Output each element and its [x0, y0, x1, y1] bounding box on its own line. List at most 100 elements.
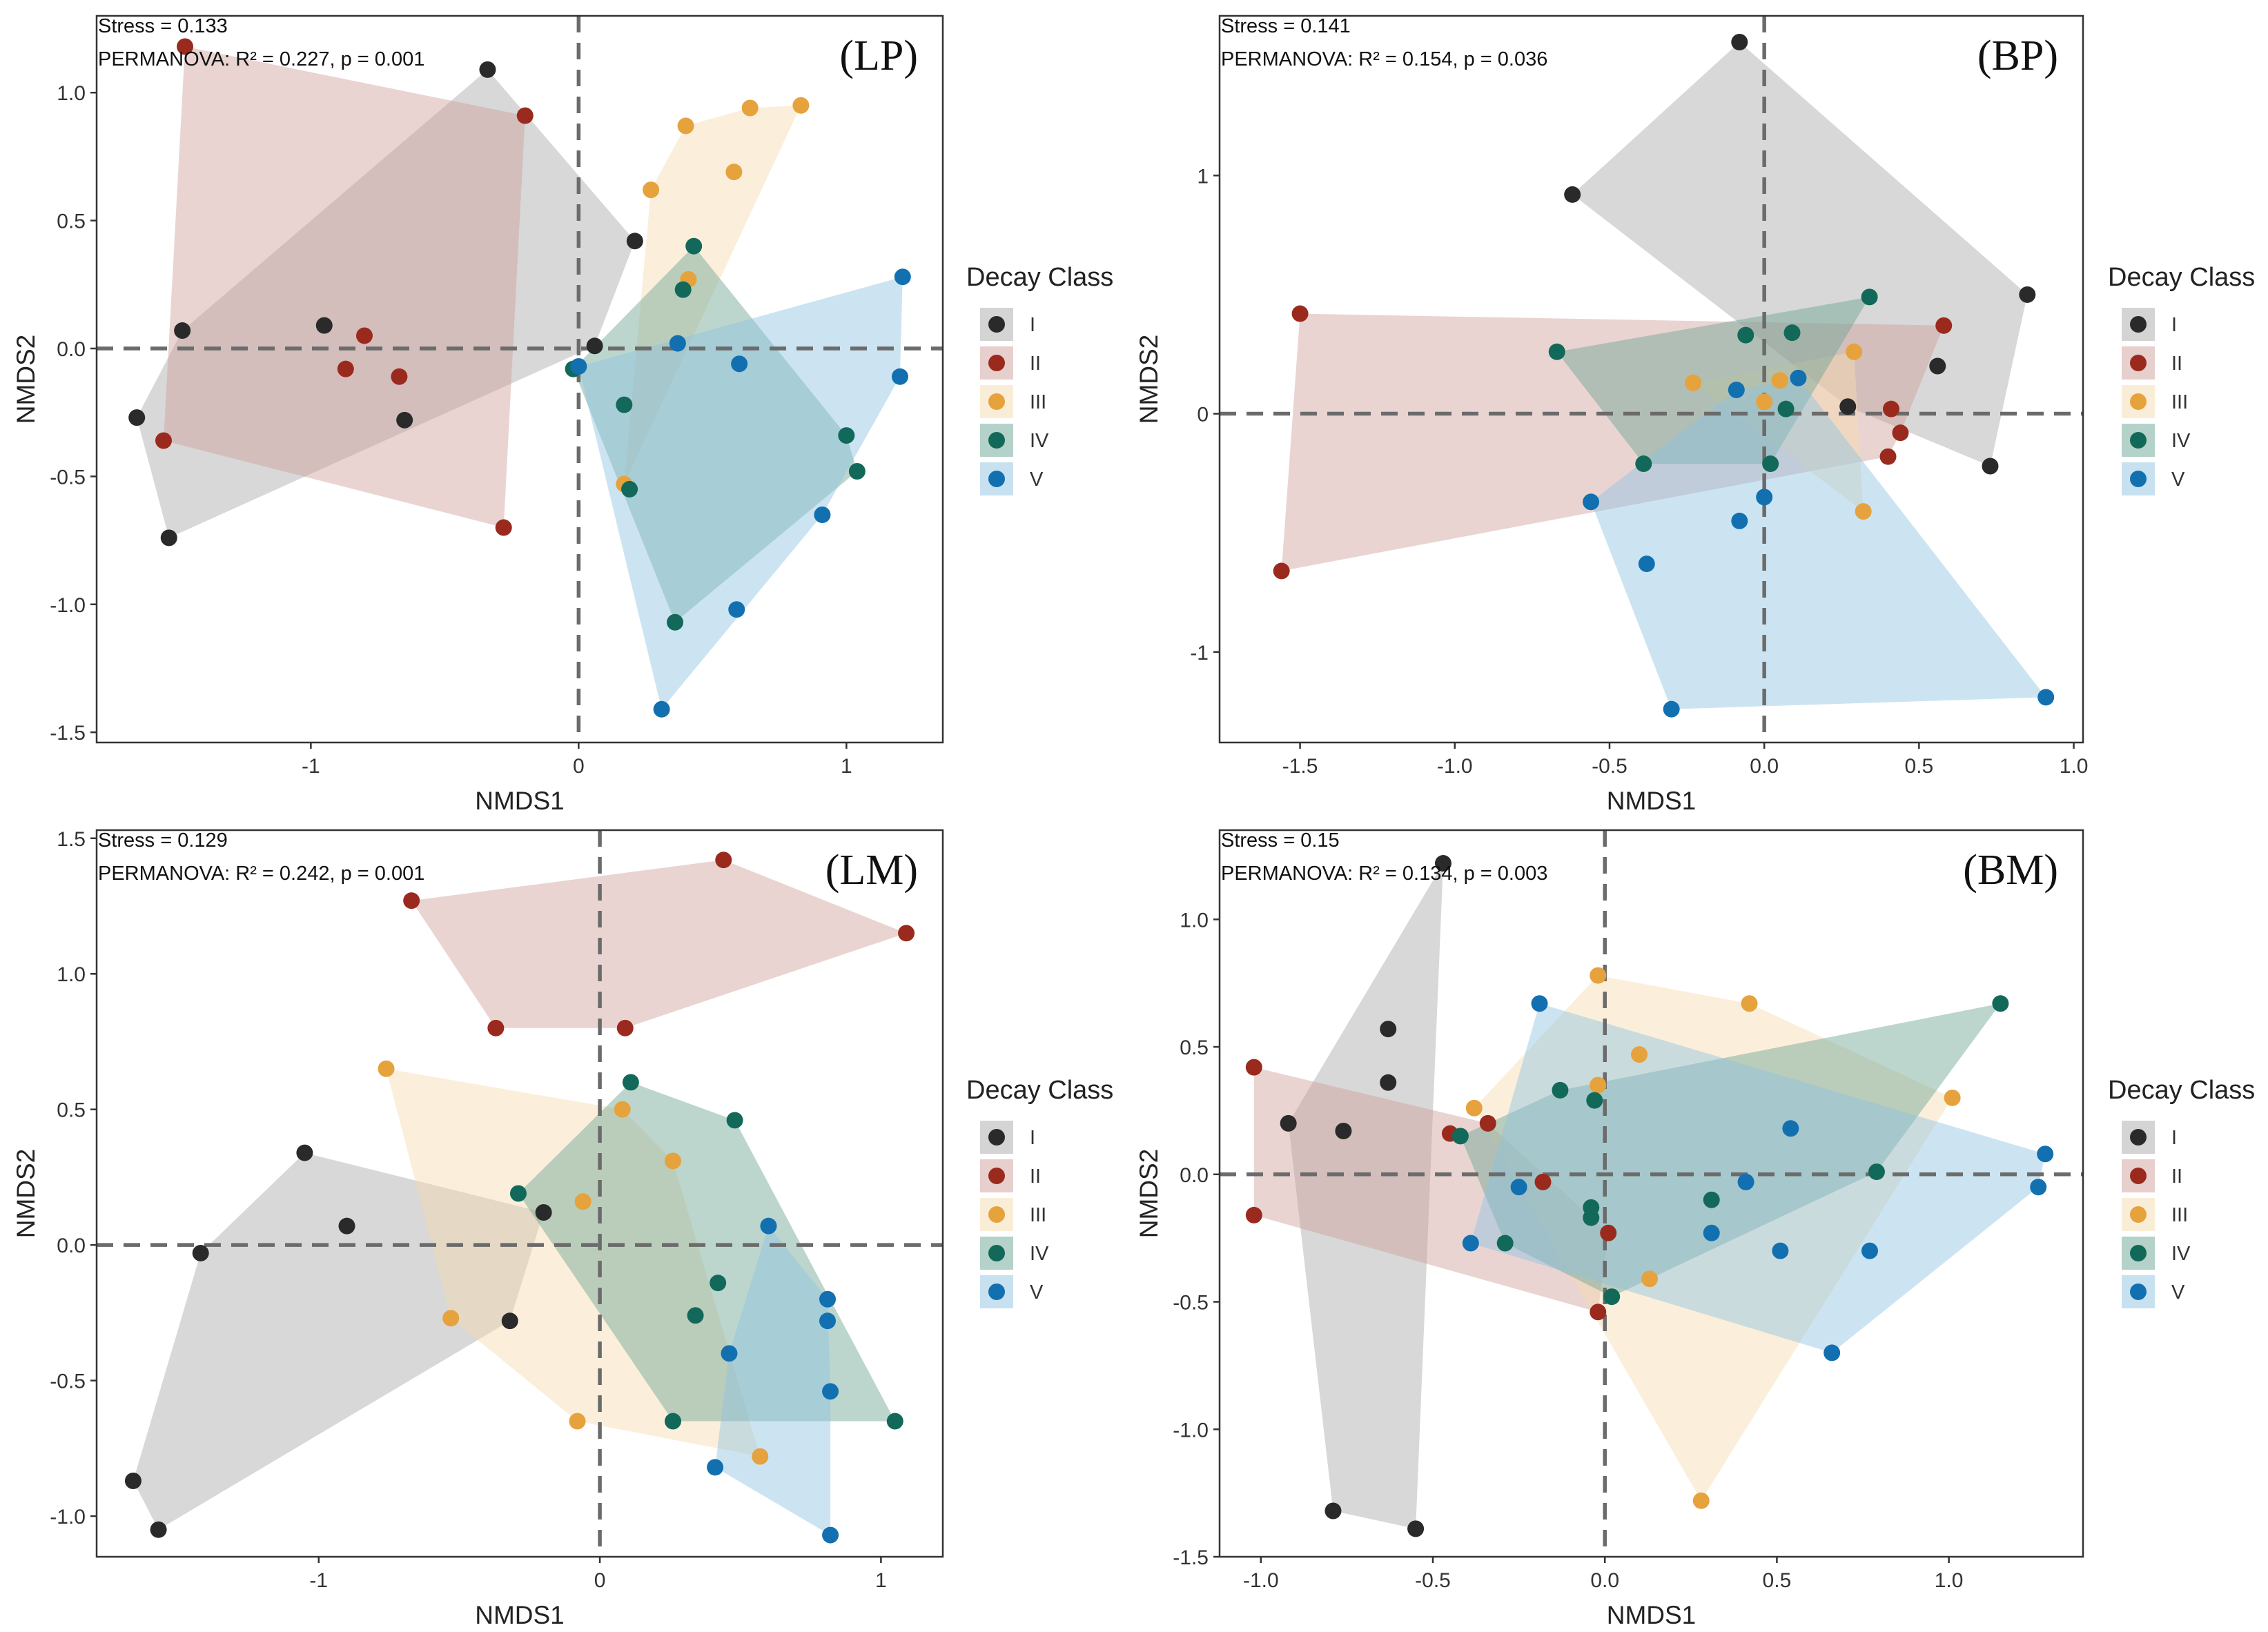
- point-class-v: [1703, 1224, 1720, 1241]
- point-class-i: [1324, 1502, 1342, 1520]
- x-tick-label: 0.0: [1590, 1569, 1619, 1592]
- point-class-ii: [403, 892, 420, 910]
- legend-key-point: [988, 1129, 1005, 1146]
- hull-class-i: [1572, 42, 2028, 466]
- x-tick-label: 1.0: [1935, 1569, 1964, 1592]
- point-class-iii: [792, 97, 810, 114]
- point-class-v: [1756, 489, 1773, 506]
- point-class-iii: [1631, 1046, 1648, 1063]
- point-class-v: [1531, 995, 1548, 1012]
- point-class-iii: [442, 1310, 460, 1327]
- legend-key-point: [988, 1245, 1005, 1261]
- legend-item-label: II: [2171, 1166, 2182, 1188]
- point-class-iv: [726, 1112, 743, 1129]
- point-class-iv: [1635, 455, 1652, 473]
- point-class-ii: [715, 852, 732, 869]
- point-class-i: [586, 337, 603, 355]
- point-class-ii: [1600, 1224, 1617, 1241]
- point-class-iv: [1861, 288, 1878, 306]
- point-class-iv: [1603, 1288, 1621, 1306]
- point-class-iv: [1583, 1209, 1600, 1226]
- point-class-v: [1462, 1235, 1479, 1252]
- point-class-v: [822, 1383, 839, 1400]
- point-class-i: [1280, 1114, 1297, 1132]
- hull-class-i: [137, 69, 635, 538]
- point-class-iv: [622, 1074, 639, 1091]
- point-class-v: [707, 1459, 724, 1476]
- legend-item-label: II: [2171, 353, 2182, 375]
- x-tick-label: 1.0: [2060, 755, 2089, 778]
- legend-title: Decay Class: [966, 263, 1113, 292]
- point-class-ii: [1879, 448, 1897, 465]
- point-class-v: [1583, 493, 1600, 511]
- x-tick-label: -1.5: [1282, 755, 1318, 778]
- y-tick-label: -1: [1190, 642, 1209, 665]
- y-tick-label: 0.0: [57, 338, 86, 361]
- y-axis-title: NMDS2: [1135, 335, 1163, 424]
- y-tick-label: -0.5: [50, 466, 86, 489]
- legend-item-label: III: [2171, 391, 2188, 413]
- point-class-i: [1407, 1520, 1425, 1537]
- y-tick-label: 1.0: [1180, 909, 1209, 932]
- x-tick-label: 0.5: [1904, 755, 1933, 778]
- plot-area: [97, 16, 943, 743]
- point-class-ii: [616, 1019, 634, 1036]
- point-class-iv: [1992, 995, 2009, 1012]
- y-axis-title: NMDS2: [1135, 1149, 1163, 1239]
- legend-item-label: V: [1030, 1281, 1044, 1304]
- plot-frame: [1218, 14, 2084, 744]
- point-class-ii: [1883, 400, 1899, 417]
- stress-label: Stress = 0.15: [1221, 829, 1340, 852]
- point-class-v: [570, 357, 587, 375]
- point-class-ii: [355, 327, 373, 344]
- legend-item-iv: IV: [2122, 424, 2191, 457]
- x-axis-title: NMDS1: [1607, 1601, 1697, 1629]
- plot-frame: [95, 14, 944, 744]
- permanova-label: PERMANOVA: R² = 0.242, p = 0.001: [98, 863, 424, 885]
- legend-item-label: IV: [2171, 430, 2191, 452]
- legend-key-point: [988, 432, 1005, 449]
- x-tick-label: -1: [309, 1569, 328, 1592]
- point-class-v: [760, 1217, 777, 1235]
- point-class-i: [1434, 855, 1451, 872]
- point-class-i: [296, 1144, 313, 1161]
- legend-item-i: I: [980, 308, 1035, 341]
- legend-key-point: [988, 316, 1005, 333]
- plot-background: [97, 16, 943, 743]
- point-class-v: [1772, 1242, 1789, 1259]
- legend-item-label: IV: [1030, 430, 1049, 452]
- plot-area: [1220, 830, 2083, 1557]
- legend-item-i: I: [2122, 308, 2177, 341]
- y-tick-label: 1.0: [57, 82, 86, 105]
- hull-class-v: [1591, 377, 2046, 709]
- y-tick-label: 0.5: [1180, 1036, 1209, 1059]
- point-class-v: [2030, 1179, 2047, 1196]
- point-class-v: [1737, 1173, 1754, 1190]
- point-class-v: [819, 1313, 837, 1330]
- legend-key-point: [988, 1284, 1005, 1300]
- point-class-i: [1731, 33, 1748, 50]
- legend-key-point: [2130, 355, 2147, 371]
- point-class-ii: [1479, 1114, 1496, 1132]
- point-class-iii: [741, 99, 759, 117]
- legend-key-point: [988, 1206, 1005, 1223]
- hull-class-i: [133, 1152, 544, 1530]
- point-class-ii: [1534, 1173, 1552, 1190]
- point-class-i: [396, 411, 413, 429]
- point-class-i: [192, 1244, 209, 1261]
- point-class-iii: [1771, 372, 1788, 389]
- point-class-ii: [391, 368, 408, 385]
- point-class-iii: [1846, 343, 1863, 360]
- point-class-v: [1790, 369, 1807, 386]
- point-class-iv: [687, 1307, 704, 1324]
- legend-item-label: IV: [2171, 1243, 2191, 1265]
- legend-item-label: III: [2171, 1204, 2188, 1226]
- legend-item-iv: IV: [980, 424, 1049, 457]
- plot-background: [1220, 16, 2083, 743]
- legend-key-point: [2130, 1206, 2147, 1223]
- permanova-label: PERMANOVA: R² = 0.154, p = 0.036: [1221, 48, 1547, 70]
- point-class-iv: [1496, 1235, 1514, 1252]
- point-class-iii: [614, 1101, 631, 1118]
- point-class-i: [2019, 286, 2036, 303]
- point-class-i: [160, 529, 177, 547]
